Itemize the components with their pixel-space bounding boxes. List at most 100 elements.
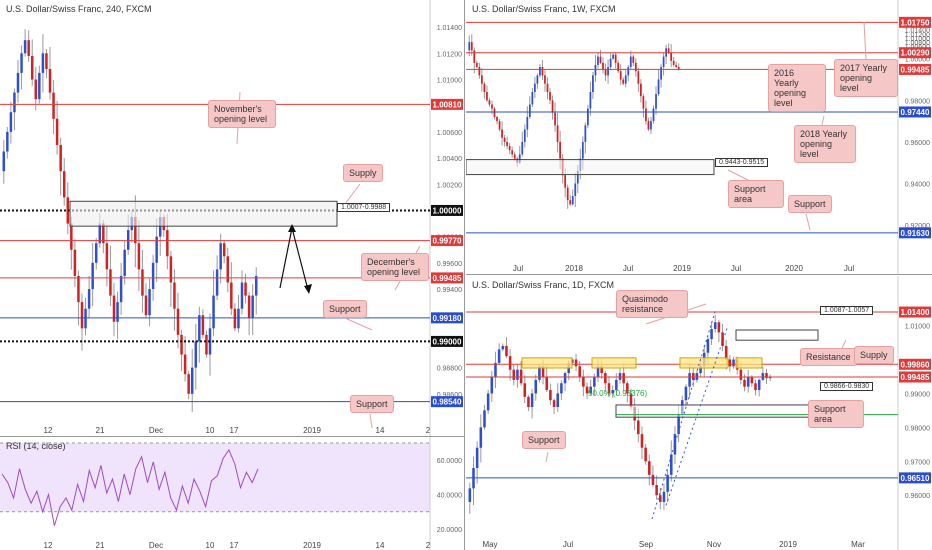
- x-tick-label: 2: [426, 426, 431, 435]
- x-tick-label: 21: [96, 541, 105, 550]
- candle-body: [62, 171, 66, 198]
- candle-body: [673, 434, 677, 455]
- candle-body: [534, 379, 538, 394]
- note-2016-yearly-text: 2016 Yearly opening level: [774, 68, 807, 108]
- y-tick-label: 0.99600: [437, 261, 462, 268]
- y-tick-label: 1.01400: [437, 25, 462, 32]
- candle-body: [582, 376, 585, 387]
- candle-body: [166, 230, 169, 257]
- candle-body: [604, 69, 607, 76]
- candle-body: [198, 315, 201, 342]
- candle-body: [599, 56, 602, 63]
- y-tick-label: 0.98000: [905, 425, 930, 432]
- x-tick-label: 14: [376, 426, 385, 435]
- level-tag: [899, 63, 931, 75]
- level-tag: [899, 16, 931, 28]
- rsi-panel[interactable]: RSI (14, close) 60.0000 40.0000 20.0000 12 2…: [0, 437, 465, 550]
- note-pointer: [805, 213, 811, 231]
- candle-body: [746, 376, 750, 387]
- candle-body: [593, 376, 596, 387]
- candle-body: [545, 376, 549, 391]
- candle-body: [194, 341, 198, 368]
- candle-body: [137, 243, 141, 270]
- x-tick-label: 10: [206, 541, 215, 550]
- level-tag: [431, 396, 463, 408]
- level-tag-label: 0.99180: [433, 314, 462, 323]
- candle-body: [721, 332, 724, 346]
- candle-body: [563, 373, 567, 384]
- candle-body: [190, 367, 194, 394]
- note-pointer: [344, 183, 361, 205]
- candle-body: [710, 329, 713, 340]
- daily-support-zone: [615, 404, 819, 418]
- candle-body: [84, 308, 87, 329]
- candle-body: [650, 121, 652, 130]
- candle-body: [622, 79, 625, 84]
- daily-support-zone-label: 0.9866-0.9830: [820, 382, 874, 391]
- candle-body: [109, 269, 112, 296]
- candle-body: [675, 64, 678, 68]
- channel-line: [651, 308, 717, 520]
- supply-zone: [69, 200, 338, 227]
- candle-body: [739, 369, 743, 380]
- candle-body: [511, 150, 514, 155]
- candle-body: [576, 171, 579, 184]
- note-support-weekly-text: Support: [794, 199, 826, 209]
- note-resistance-daily-text: Resistance: [806, 352, 851, 362]
- candle-body: [750, 376, 754, 384]
- candle-body: [600, 366, 603, 374]
- candle-body: [169, 256, 173, 283]
- candle-body: [496, 116, 498, 122]
- candle-body: [765, 373, 768, 379]
- candle-body: [123, 249, 126, 276]
- candle-body: [521, 141, 524, 155]
- candle-body: [473, 50, 476, 63]
- chart-1d[interactable]: U.S. Dollar/Swiss Franc, 1D, FXCM 1.0100…: [466, 276, 932, 550]
- candle-body: [662, 56, 665, 68]
- quasimodo-zone: [679, 357, 729, 369]
- candle-body: [596, 366, 600, 377]
- note-support-daily-text: Support: [528, 435, 560, 445]
- candle-body: [589, 386, 592, 394]
- candle-body: [594, 64, 597, 76]
- candle-body: [222, 243, 226, 257]
- level-tag: [431, 335, 463, 347]
- chart-240[interactable]: U.S. Dollar/Swiss Franc, 240, FXCM 1.014…: [0, 0, 465, 437]
- candle-body: [660, 67, 662, 80]
- level-tag-label: 0.99860: [901, 360, 930, 369]
- y-tick-label: 0.97000: [905, 459, 930, 466]
- candle-body: [528, 104, 531, 117]
- candle-body: [536, 75, 539, 84]
- candle-body: [732, 359, 735, 367]
- candle-body: [586, 108, 589, 126]
- candle-body: [512, 369, 516, 380]
- candle-body: [55, 118, 59, 145]
- chart-1w[interactable]: U.S. Dollar/Swiss Franc, 1W, FXCM 1.0140…: [466, 0, 932, 275]
- note-supply: Supply: [343, 164, 383, 182]
- candle-body: [70, 223, 73, 250]
- projection-arrow: [279, 227, 309, 291]
- candle-body: [490, 376, 494, 394]
- candle-body: [247, 295, 251, 318]
- candle-body: [574, 359, 578, 367]
- candle-body: [491, 104, 493, 109]
- note-supply-daily-text: Supply: [860, 350, 888, 360]
- candle-body: [648, 461, 651, 475]
- x-tick-label: Mar: [851, 540, 865, 549]
- candle-body: [612, 54, 615, 59]
- candle-body: [666, 474, 669, 492]
- candle-body: [226, 256, 230, 283]
- x-tick-label: 2019: [673, 264, 691, 273]
- candle-body: [581, 141, 584, 159]
- note-december-opening: December's opening level: [361, 253, 429, 281]
- candle-body: [45, 53, 48, 70]
- candle-body: [483, 83, 486, 92]
- level-tag-label: 1.00000: [433, 206, 462, 215]
- candle-body: [667, 48, 670, 53]
- x-tick-label: Jul: [623, 264, 633, 273]
- x-tick-label: Jul: [563, 540, 573, 549]
- candle-body: [538, 366, 541, 380]
- y-tick-label: 0.94000: [905, 182, 930, 189]
- chart-1d-title: U.S. Dollar/Swiss Franc, 1D, FXCM: [472, 280, 615, 290]
- candle-body: [480, 75, 483, 84]
